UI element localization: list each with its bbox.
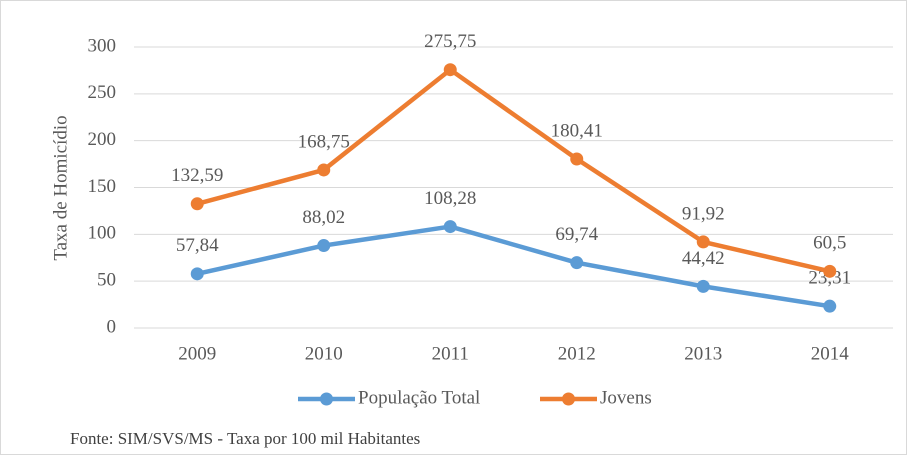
data-label: 108,28	[424, 188, 476, 209]
y-axis-label: Taxa de Homicídio	[50, 115, 71, 260]
data-label: 275,75	[424, 31, 476, 52]
data-point	[696, 235, 710, 249]
data-label: 132,59	[171, 165, 223, 186]
data-label: 44,42	[682, 248, 725, 269]
data-label: 60,5	[813, 233, 846, 254]
data-point	[570, 152, 584, 166]
data-label: 57,84	[176, 235, 219, 256]
data-point	[696, 279, 710, 293]
x-tick-label: 2011	[432, 343, 469, 364]
data-point	[823, 264, 837, 278]
legend-marker	[320, 392, 333, 406]
data-point	[443, 63, 457, 77]
y-tick-label: 250	[88, 82, 117, 103]
y-tick-label: 300	[88, 35, 117, 56]
source-note: Fonte: SIM/SVS/MS - Taxa por 100 mil Hab…	[70, 429, 420, 448]
data-label: 168,75	[298, 131, 350, 152]
data-label: 91,92	[682, 203, 725, 224]
data-label: 180,41	[551, 120, 603, 141]
y-tick-label: 0	[107, 316, 117, 337]
data-point	[317, 163, 331, 177]
y-tick-label: 200	[88, 129, 117, 150]
y-tick-label: 150	[88, 176, 117, 197]
x-tick-label: 2013	[684, 343, 722, 364]
x-tick-label: 2014	[811, 343, 850, 364]
data-label: 88,02	[302, 207, 345, 228]
legend-label: Jovens	[600, 387, 652, 408]
series-line	[196, 67, 831, 274]
data-point	[190, 267, 204, 281]
x-tick-label: 2012	[558, 343, 596, 364]
data-point	[823, 299, 837, 313]
data-point	[443, 220, 457, 234]
data-label: 23,31	[808, 268, 851, 289]
legend-label: População Total	[358, 387, 480, 408]
y-tick-label: 100	[88, 223, 117, 244]
data-point	[317, 239, 331, 253]
data-label: 69,74	[555, 224, 598, 245]
series-line	[196, 224, 831, 309]
x-tick-label: 2009	[178, 343, 216, 364]
data-point	[570, 256, 584, 270]
y-tick-label: 50	[97, 270, 116, 291]
data-point	[190, 197, 204, 211]
legend-marker	[562, 392, 575, 406]
x-tick-label: 2010	[305, 343, 343, 364]
